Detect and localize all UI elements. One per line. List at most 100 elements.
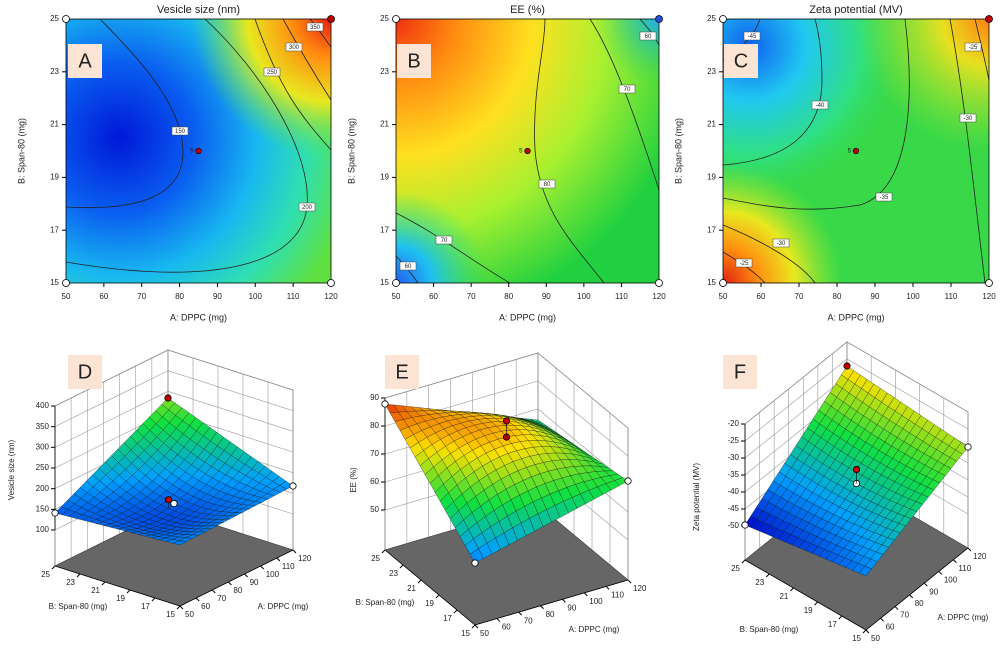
x-tick-mark [953,559,957,564]
y-axis-label: B: Span-80 (mg) [49,602,108,611]
z-tick-label: -25 [727,436,739,445]
x-tick-label: 60 [757,292,766,301]
contour-label: 60 [405,264,412,270]
y-tick-label: 23 [389,569,398,578]
z-axis-label: EE (%) [349,467,358,493]
y-tick-mark [741,559,746,564]
z-tick-label: 70 [370,449,379,458]
design-point [381,400,389,408]
design-point [655,279,663,287]
x-axis-label: A: DPPC (mg) [827,312,884,322]
x-tick-label: 50 [719,292,728,301]
x-tick-mark [923,582,928,587]
x-tick-mark [276,557,281,562]
panel-letter: F [734,361,746,383]
x-tick-mark [627,579,632,584]
x-tick-label: 50 [185,610,194,619]
contour-label-box [639,31,657,41]
contour-label-box [435,235,453,245]
y-tick-mark [381,549,386,554]
x-tick-label: 80 [175,292,184,301]
x-tick-mark [179,605,184,610]
contour-line [309,18,332,48]
x-tick-mark [605,586,610,590]
x-tick-mark [496,618,501,622]
contour-label: -40 [816,103,825,109]
x-tick-label: 120 [973,552,987,561]
x-tick-label: 120 [652,292,666,301]
design-point [624,477,632,485]
panel-letter: E [395,361,408,383]
y-axis-label: B: Span-80 (mg) [16,118,26,184]
x-tick-label: 120 [982,292,996,301]
z-tick-label: 300 [36,442,50,451]
y-tick-label: 17 [828,620,837,629]
x-tick-label: 90 [542,292,551,301]
design-point [843,362,851,370]
z-tick-label: 400 [36,401,50,410]
contour-line [722,18,910,210]
x-tick-label: 110 [615,292,628,301]
x-tick-mark [562,598,566,603]
design-point [170,499,178,508]
z-axis-label: Zeta potential (MV) [692,463,701,531]
y-tick-mark [765,573,770,578]
y-tick-mark [814,601,818,606]
y-tick-label: 21 [380,120,389,129]
z-tick-label: 150 [36,504,50,513]
x-tick-label: 70 [524,616,533,625]
x-tick-label: 90 [929,587,938,596]
design-point [985,15,993,23]
z-tick-label: 250 [36,463,50,472]
contour-label-box [399,261,417,271]
x-tick-label: 80 [233,586,242,595]
panel-letter: D [78,361,92,383]
y-tick-label: 23 [66,578,75,587]
y-tick-label: 17 [707,225,716,234]
y-tick-mark [151,597,156,602]
x-tick-mark [228,581,232,586]
chart-title: Vesicle size (nm) [157,4,240,16]
z-tick-label: -20 [727,419,739,428]
chart-title: Zeta potential (MV) [809,4,903,16]
y-tick-mark [471,624,476,629]
contour-line [974,18,990,81]
y-tick-label: 17 [443,614,452,623]
contour-label: 200 [302,205,313,211]
x-tick-label: 70 [900,611,909,620]
y-tick-label: 21 [779,592,788,601]
design-point [471,559,479,567]
design-point [327,279,335,287]
y-tick-label: 21 [407,584,416,593]
y-tick-label: 15 [380,278,389,287]
contour-line [282,18,332,101]
contour-line [639,18,660,46]
contour-label: -45 [748,34,757,40]
design-point [964,443,972,451]
y-tick-label: 23 [707,67,716,76]
y-tick-label: 25 [380,14,389,23]
contour-label-box [618,84,636,94]
x-tick-label: 60 [99,292,108,301]
y-tick-label: 15 [50,278,59,287]
x-tick-mark [211,589,216,594]
y-tick-mark [76,573,81,578]
x-tick-label: 70 [467,292,476,301]
y-tick-label: 23 [50,67,59,76]
contour-label-box [959,113,977,123]
contour-label: 150 [175,129,186,135]
x-tick-label: 100 [577,292,591,301]
z-tick-label: -30 [727,453,739,462]
design-point [852,465,861,474]
y-tick-label: 25 [50,14,59,23]
y-tick-mark [790,587,794,592]
design-point [51,509,59,517]
x-tick-label: 90 [567,603,576,612]
y-axis-label: B: Span-80 (mg) [740,625,799,634]
design-point [164,496,172,504]
x-axis [179,549,294,607]
x-tick-label: 50 [480,629,489,638]
x-axis [865,547,969,631]
y-tick-label: 19 [425,599,434,608]
